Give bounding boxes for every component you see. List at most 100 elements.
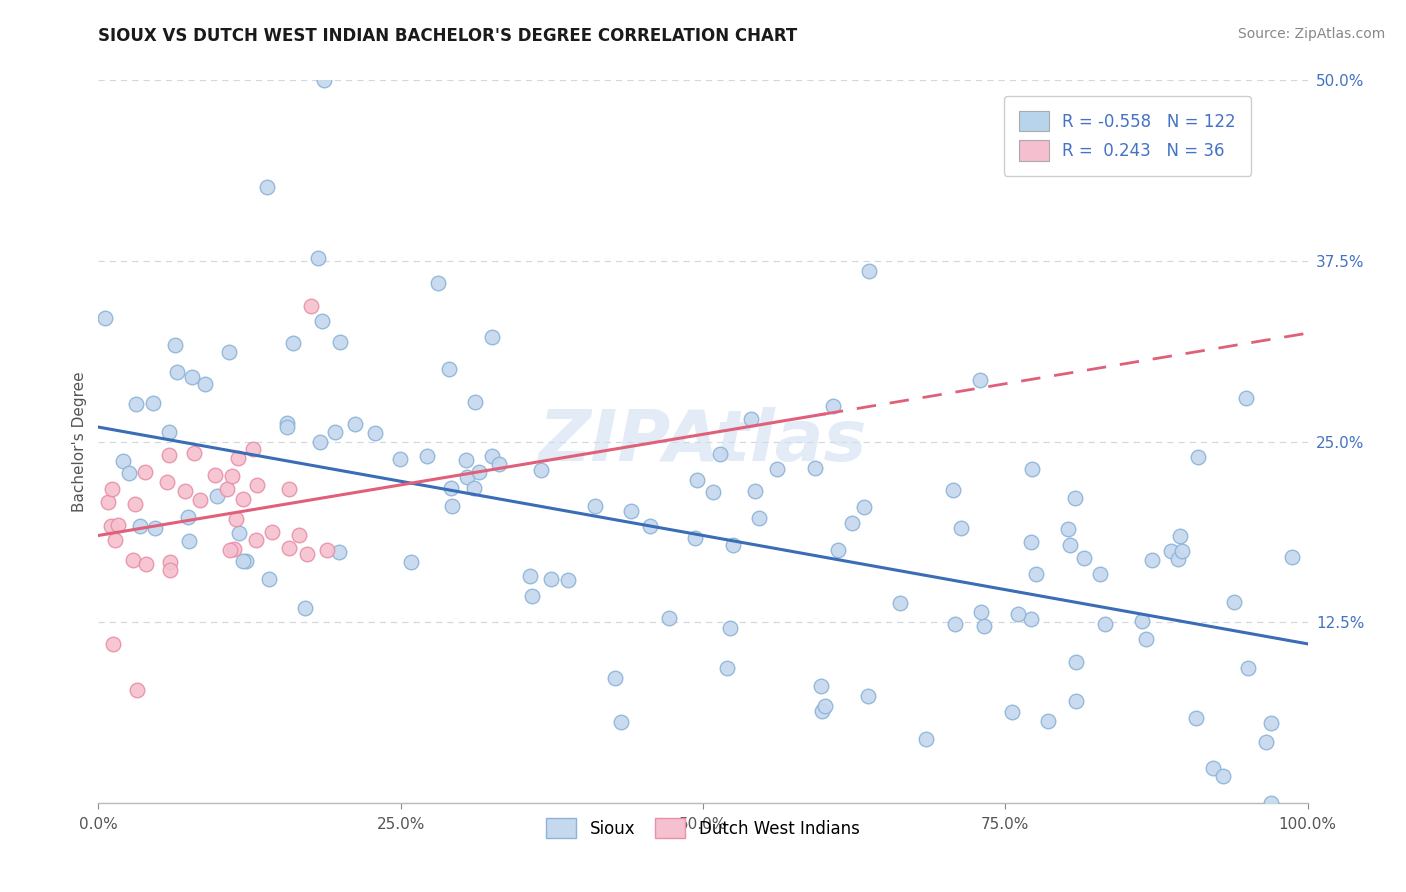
Point	[278, 541, 301, 556]
Text: Source: ZipAtlas.com: Source: ZipAtlas.com	[1237, 27, 1385, 41]
Point	[437, 361, 460, 376]
Point	[456, 470, 478, 484]
Point	[949, 521, 972, 535]
Point	[1135, 632, 1157, 646]
Point	[520, 589, 543, 603]
Point	[262, 524, 284, 539]
Point	[101, 637, 124, 651]
Point	[1064, 694, 1087, 708]
Point	[294, 601, 316, 615]
Point	[328, 545, 350, 559]
Point	[232, 491, 254, 506]
Text: ZIPAtlas: ZIPAtlas	[538, 407, 868, 476]
Point	[1073, 551, 1095, 566]
Point	[1094, 616, 1116, 631]
Point	[159, 563, 181, 577]
Point	[226, 450, 249, 465]
Point	[344, 417, 367, 431]
Point	[204, 468, 226, 483]
Point	[969, 605, 991, 619]
Point	[1057, 522, 1080, 536]
Point	[1171, 543, 1194, 558]
Point	[288, 528, 311, 542]
Point	[388, 452, 411, 467]
Point	[1234, 391, 1257, 405]
Point	[283, 336, 305, 351]
Point	[157, 448, 180, 462]
Point	[744, 483, 766, 498]
Point	[277, 482, 299, 496]
Point	[112, 454, 135, 468]
Point	[118, 467, 141, 481]
Point	[609, 715, 631, 730]
Point	[530, 462, 553, 476]
Point	[1167, 551, 1189, 566]
Point	[540, 572, 562, 586]
Point	[188, 493, 211, 508]
Point	[1007, 607, 1029, 622]
Point	[205, 489, 228, 503]
Point	[914, 732, 936, 747]
Point	[557, 573, 579, 587]
Point	[748, 511, 770, 525]
Point	[853, 500, 876, 514]
Point	[401, 555, 423, 569]
Point	[1019, 534, 1042, 549]
Point	[218, 345, 240, 359]
Point	[122, 553, 145, 567]
Point	[135, 557, 157, 571]
Point	[142, 396, 165, 410]
Point	[1237, 661, 1260, 675]
Point	[297, 547, 319, 561]
Point	[811, 704, 834, 718]
Point	[810, 680, 832, 694]
Point	[720, 621, 742, 635]
Point	[329, 334, 352, 349]
Point	[1170, 529, 1192, 543]
Point	[856, 689, 879, 703]
Point	[177, 534, 200, 549]
Point	[814, 699, 837, 714]
Point	[463, 481, 485, 495]
Point	[969, 373, 991, 387]
Point	[827, 543, 849, 558]
Point	[1260, 796, 1282, 810]
Point	[221, 469, 243, 483]
Point	[605, 671, 627, 685]
Point	[488, 458, 510, 472]
Point	[1185, 711, 1208, 725]
Point	[1001, 705, 1024, 719]
Point	[658, 610, 681, 624]
Point	[456, 453, 478, 467]
Point	[364, 425, 387, 440]
Point	[889, 596, 911, 610]
Point	[1223, 595, 1246, 609]
Point	[740, 412, 762, 426]
Point	[943, 616, 966, 631]
Point	[519, 569, 541, 583]
Point	[256, 180, 278, 194]
Point	[129, 519, 152, 533]
Point	[1036, 714, 1059, 728]
Point	[620, 504, 643, 518]
Point	[246, 478, 269, 492]
Point	[1130, 615, 1153, 629]
Point	[228, 526, 250, 541]
Point	[159, 555, 181, 569]
Point	[219, 543, 242, 558]
Point	[107, 517, 129, 532]
Point	[183, 446, 205, 460]
Point	[94, 310, 117, 325]
Point	[427, 276, 450, 290]
Point	[415, 449, 437, 463]
Point	[316, 543, 339, 558]
Point	[242, 442, 264, 457]
Point	[1202, 761, 1225, 775]
Point	[1254, 735, 1277, 749]
Point	[1281, 549, 1303, 564]
Text: SIOUX VS DUTCH WEST INDIAN BACHELOR'S DEGREE CORRELATION CHART: SIOUX VS DUTCH WEST INDIAN BACHELOR'S DE…	[98, 27, 797, 45]
Point	[1063, 491, 1085, 506]
Y-axis label: Bachelor's Degree: Bachelor's Degree	[72, 371, 87, 512]
Point	[225, 511, 247, 525]
Point	[299, 299, 322, 313]
